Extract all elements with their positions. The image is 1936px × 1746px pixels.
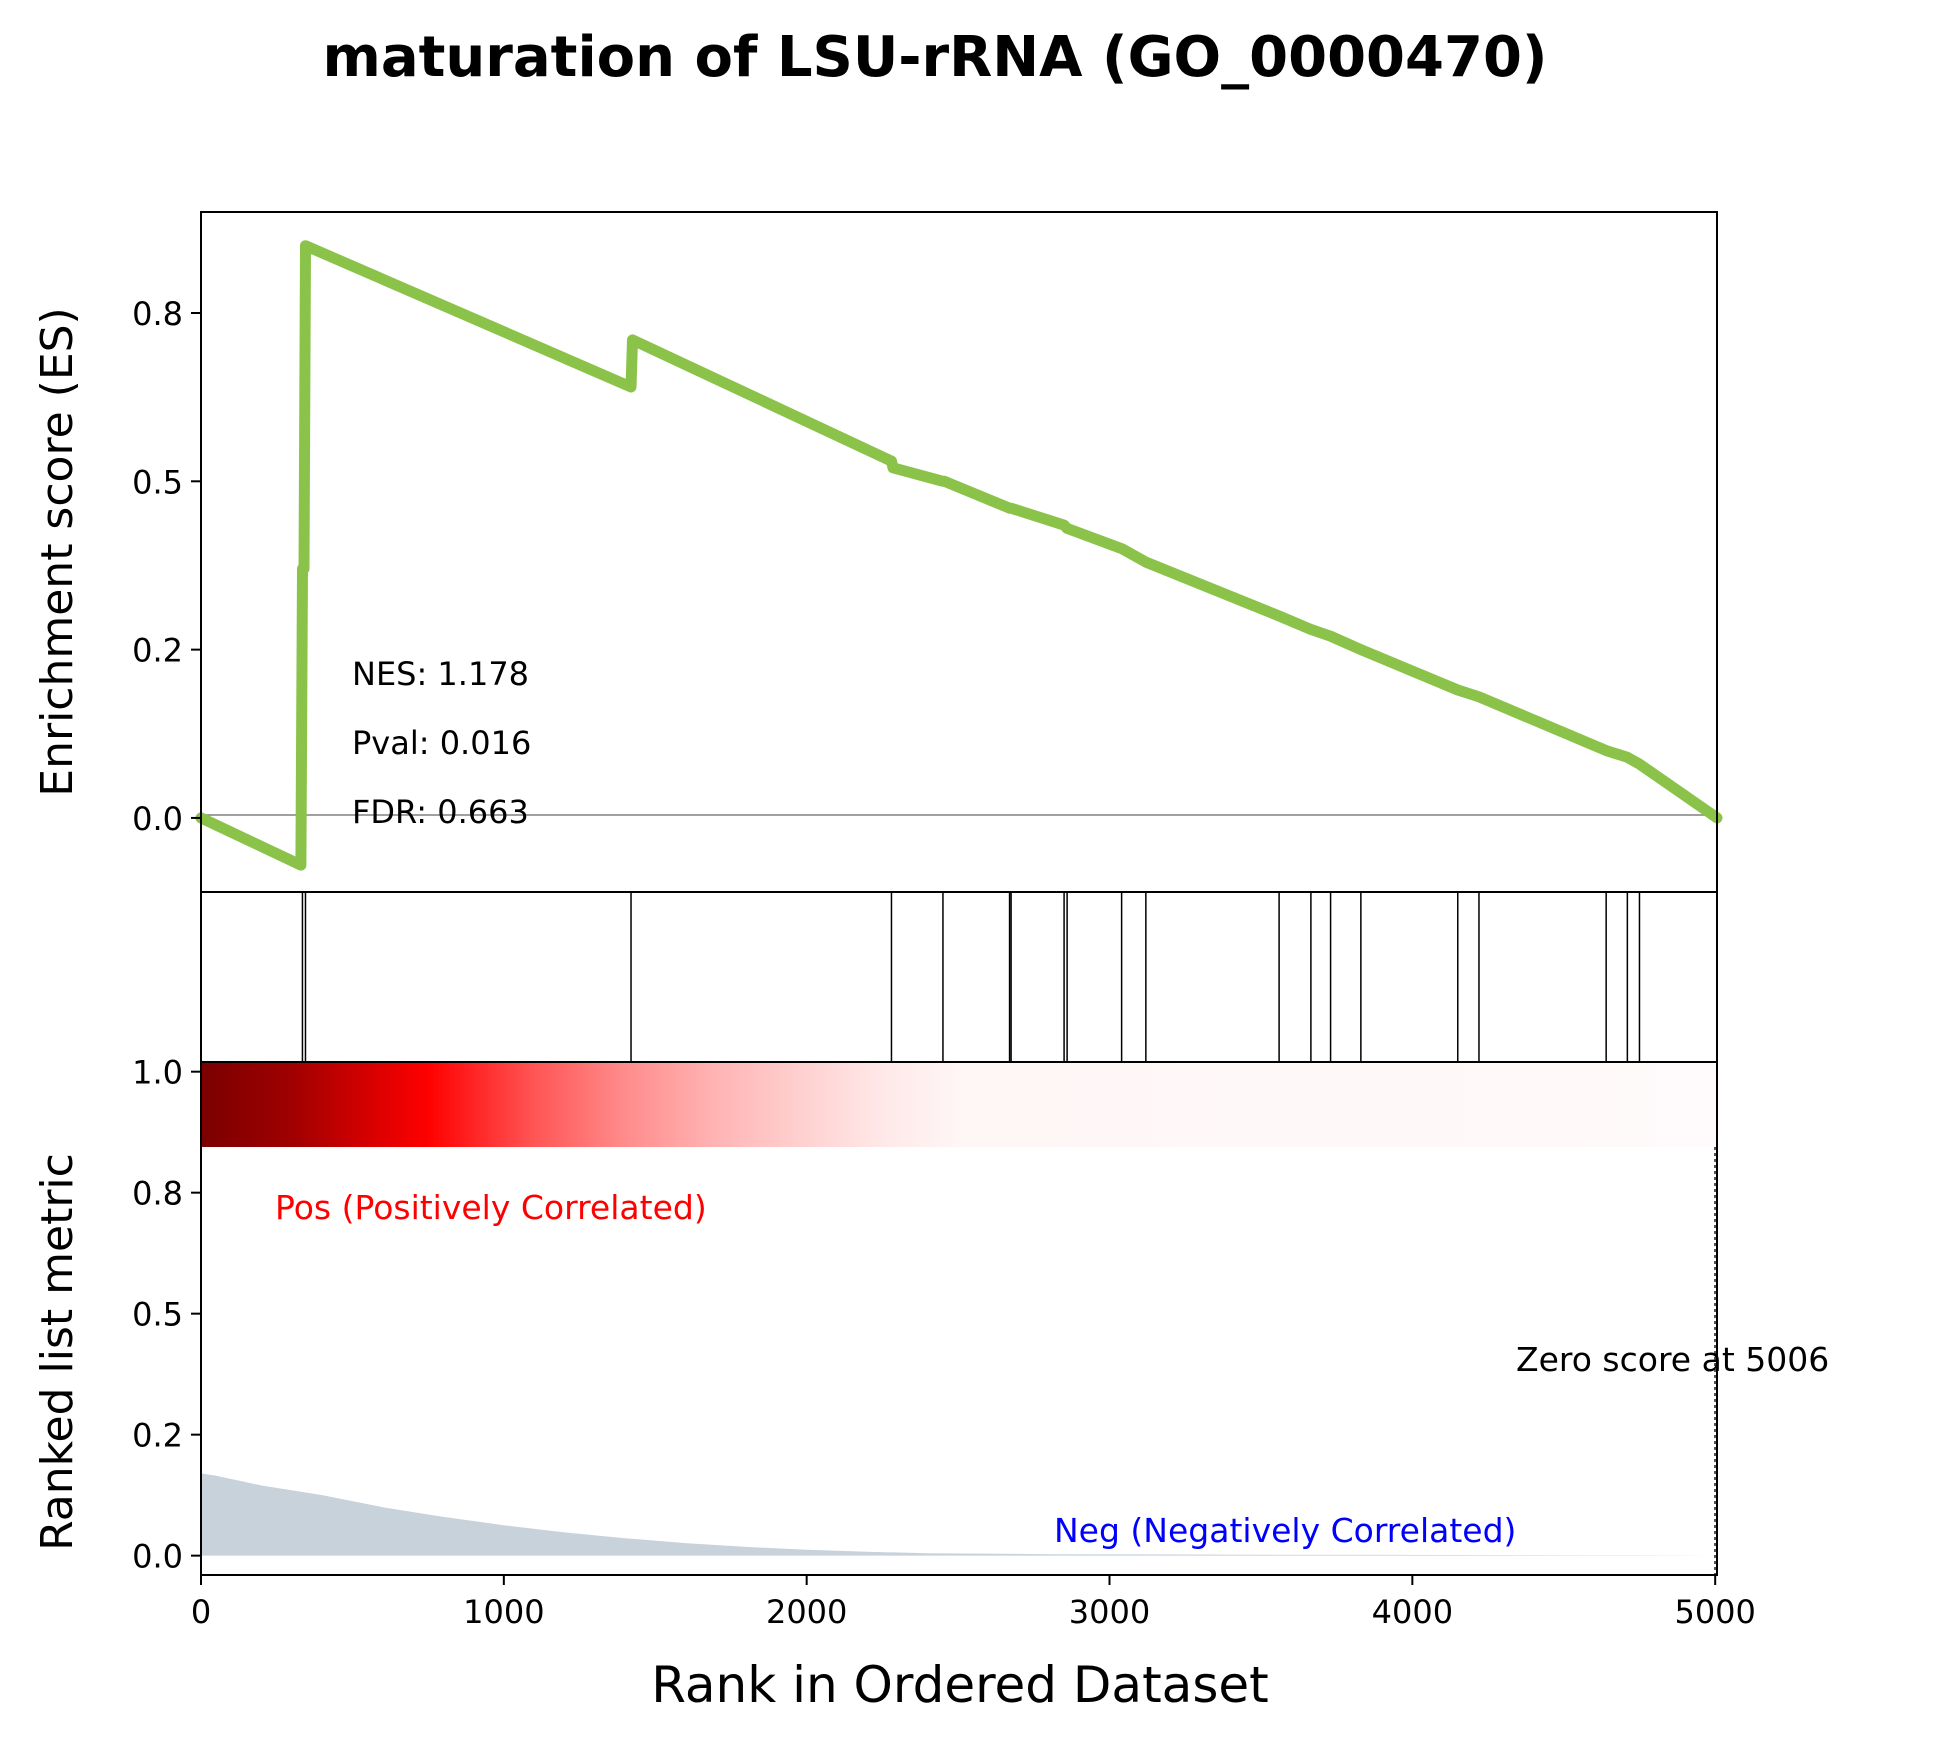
es-y-tick-label: 0.8 xyxy=(132,295,183,333)
metric-y-axis-label: Ranked list metric xyxy=(32,1153,83,1551)
chart-title: maturation of LSU-rRNA (GO_0000470) xyxy=(323,25,1548,90)
hit-lines xyxy=(302,893,1639,1061)
correlation-heatmap-bar xyxy=(201,1063,1717,1147)
neg-label: Neg (Negatively Correlated) xyxy=(1054,1511,1516,1550)
metric-y-tick-label: 1.0 xyxy=(132,1054,183,1092)
es-y-ticks: 0.0 0.2 0.5 0.8 xyxy=(132,295,201,838)
x-tick-label: 5000 xyxy=(1674,1593,1755,1631)
x-tick-label: 4000 xyxy=(1372,1593,1453,1631)
x-axis-label: Rank in Ordered Dataset xyxy=(651,1656,1268,1714)
pval-annotation: Pval: 0.016 xyxy=(352,724,531,762)
es-y-tick-label: 0.5 xyxy=(132,463,183,501)
es-line xyxy=(201,246,1717,865)
metric-y-tick-label: 0.8 xyxy=(132,1175,183,1213)
zero-cross-label: Zero score at 5006 xyxy=(1516,1340,1829,1379)
metric-y-ticks: 0.0 0.2 0.5 0.8 1.0 xyxy=(132,1054,201,1576)
nes-annotation: NES: 1.178 xyxy=(352,655,529,693)
metric-y-tick-label: 0.2 xyxy=(132,1417,183,1455)
es-panel: 0.0 0.2 0.5 0.8 NES: 1.178 Pval: 0.016 FDR:… xyxy=(32,212,1717,892)
x-tick-label: 0 xyxy=(191,1593,211,1631)
metric-panel: 0.0 0.2 0.5 0.8 1.0 Pos (Positively Correlat… xyxy=(32,1054,1829,1576)
metric-y-tick-label: 0.0 xyxy=(132,1538,183,1576)
hits-panel xyxy=(201,892,1717,1062)
es-panel-frame xyxy=(201,212,1717,892)
es-y-tick-label: 0.2 xyxy=(132,632,183,670)
x-tick-label: 1000 xyxy=(463,1593,544,1631)
metric-y-tick-label: 0.5 xyxy=(132,1296,183,1334)
pos-label: Pos (Positively Correlated) xyxy=(275,1188,707,1227)
x-tick-label: 3000 xyxy=(1069,1593,1150,1631)
x-tick-label: 2000 xyxy=(766,1593,847,1631)
es-y-tick-label: 0.0 xyxy=(132,800,183,838)
es-y-axis-label: Enrichment score (ES) xyxy=(32,307,83,796)
x-axis-ticks: 0 1000 2000 3000 4000 5000 xyxy=(191,1575,1756,1631)
fdr-annotation: FDR: 0.663 xyxy=(352,793,529,831)
hits-panel-frame xyxy=(201,892,1717,1062)
